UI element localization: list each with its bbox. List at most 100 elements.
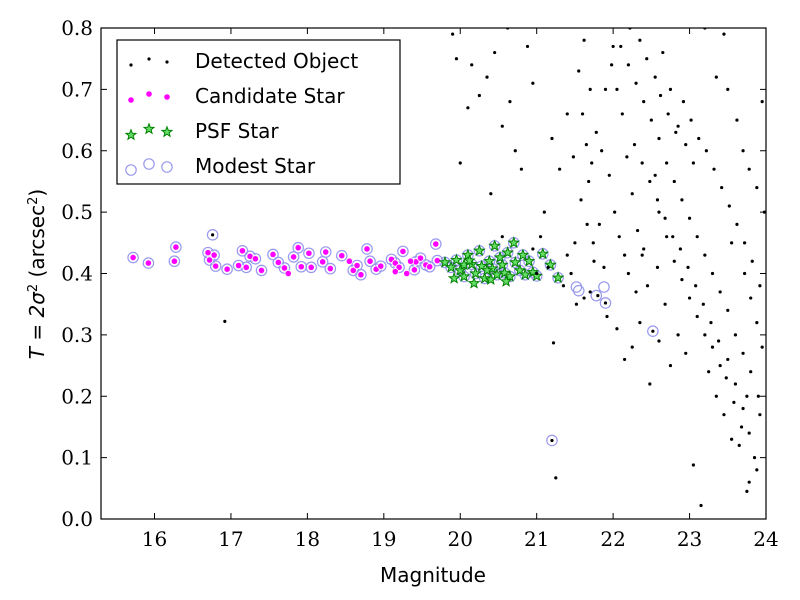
- detected-object-point: [657, 210, 661, 214]
- detected-object-point: [737, 443, 741, 447]
- detected-object-point: [638, 321, 642, 325]
- detected-object-point: [665, 235, 669, 239]
- detected-object-point: [741, 351, 745, 355]
- detected-object-point: [634, 290, 638, 294]
- detected-object-point: [710, 271, 715, 276]
- detected-object-point: [747, 167, 751, 171]
- modest-star-point: [572, 284, 585, 297]
- detected-object-point: [585, 222, 589, 226]
- detected-object-point: [626, 63, 631, 67]
- detected-object-point: [710, 345, 715, 349]
- detected-object-point: [620, 112, 624, 116]
- detected-object-point: [550, 136, 554, 141]
- series-candidate-star: [129, 240, 441, 279]
- detected-object-point: [727, 204, 731, 208]
- modest-star-point: [590, 289, 603, 302]
- candidate-star-point: [210, 251, 218, 259]
- detected-object-point: [582, 296, 586, 300]
- detected-object-point: [724, 376, 728, 380]
- detected-object-point: [615, 327, 619, 331]
- psf-star-point: [463, 253, 476, 266]
- detected-object-point: [649, 118, 653, 122]
- modest-star-point: [599, 297, 612, 309]
- modest-star-point: [255, 264, 268, 277]
- candidate-star-point: [399, 247, 407, 256]
- detected-object-point: [210, 233, 215, 237]
- detected-object-point: [591, 241, 595, 245]
- y-axis-title: T = 2σ2 (arcsec2): [25, 189, 49, 359]
- legend-marker-detected-object: [147, 57, 151, 61]
- legend-label-modest-star: Modest Star: [195, 154, 316, 178]
- psf-star-point: [503, 269, 517, 282]
- candidate-star-point: [274, 258, 282, 267]
- detected-object-point: [626, 271, 631, 276]
- detected-object-point: [513, 149, 517, 153]
- x-tick-label: 20: [448, 527, 473, 551]
- axis-ticks: 16 17 18 19 20 21 22 23 24 0.0 0.1 0.2 0.3 0.4 0.5 0.6 0…: [61, 16, 779, 551]
- detected-object-point: [500, 124, 504, 128]
- detected-object-point: [477, 93, 481, 98]
- legend-markers: [124, 57, 174, 176]
- detected-object-point: [657, 136, 661, 141]
- modest-star-point: [292, 241, 305, 254]
- modest-star-point: [364, 255, 376, 268]
- legend-marker-modest-star: [161, 161, 173, 173]
- modest-star-point: [647, 325, 659, 337]
- detected-object-point: [579, 198, 583, 202]
- candidate-star-point: [305, 249, 313, 257]
- detected-object-point: [756, 394, 760, 398]
- psf-star-point: [450, 253, 463, 266]
- detected-object-point: [726, 308, 730, 312]
- modest-star-point: [570, 281, 583, 293]
- modest-star-point: [546, 434, 558, 447]
- candidate-star-point: [307, 263, 315, 271]
- x-tick-label: 22: [600, 527, 625, 551]
- candidate-star-point: [366, 257, 374, 265]
- candidate-star-point: [269, 250, 277, 259]
- detected-object-point: [538, 235, 543, 239]
- detected-object-point: [454, 57, 459, 61]
- detected-object-point: [730, 437, 734, 441]
- psf-star-point: [501, 246, 514, 258]
- modest-star-point: [236, 244, 249, 257]
- psf-star-point: [516, 248, 530, 261]
- detected-object-point: [733, 333, 738, 337]
- candidate-star-point: [172, 243, 180, 251]
- candidate-star-point: [349, 266, 357, 275]
- detected-object-point: [717, 339, 721, 343]
- candidate-star-point: [212, 262, 220, 270]
- psf-star-point: [461, 248, 475, 261]
- detected-object-point: [571, 155, 575, 159]
- detected-object-point: [745, 394, 749, 398]
- detected-object-point: [691, 463, 695, 467]
- y-axis-title-lead: T = 2σ: [25, 291, 49, 359]
- modest-star-point: [393, 261, 405, 274]
- detected-object-point: [657, 339, 661, 343]
- legend-marker-candidate-star: [145, 90, 153, 98]
- detected-object-point: [703, 253, 707, 257]
- detected-object-point: [707, 370, 711, 374]
- detected-object-point: [676, 333, 680, 337]
- candidate-star-point: [326, 264, 334, 273]
- detected-object-point: [735, 118, 739, 122]
- detected-object-point: [588, 290, 592, 294]
- detected-object-point: [745, 489, 749, 493]
- detected-object-point: [755, 185, 759, 190]
- detected-object-point: [561, 284, 566, 288]
- detected-object-point: [640, 161, 644, 165]
- detected-object-point: [758, 284, 762, 288]
- y-tick-label: 0.0: [61, 507, 93, 531]
- detected-object-point: [587, 179, 591, 184]
- y-tick-label: 0.5: [61, 200, 93, 224]
- modest-star-point: [267, 248, 279, 261]
- x-tick-label: 21: [524, 527, 549, 551]
- detected-object-point: [542, 210, 546, 214]
- modest-star-point: [142, 257, 155, 269]
- detected-object-point: [580, 112, 585, 116]
- legend-marker-psf-star: [124, 128, 138, 141]
- detected-object-point: [525, 44, 530, 49]
- psf-star-point: [493, 250, 507, 263]
- detected-object-point: [741, 149, 745, 153]
- candidate-star-point: [204, 249, 212, 257]
- candidate-star-point: [242, 263, 250, 271]
